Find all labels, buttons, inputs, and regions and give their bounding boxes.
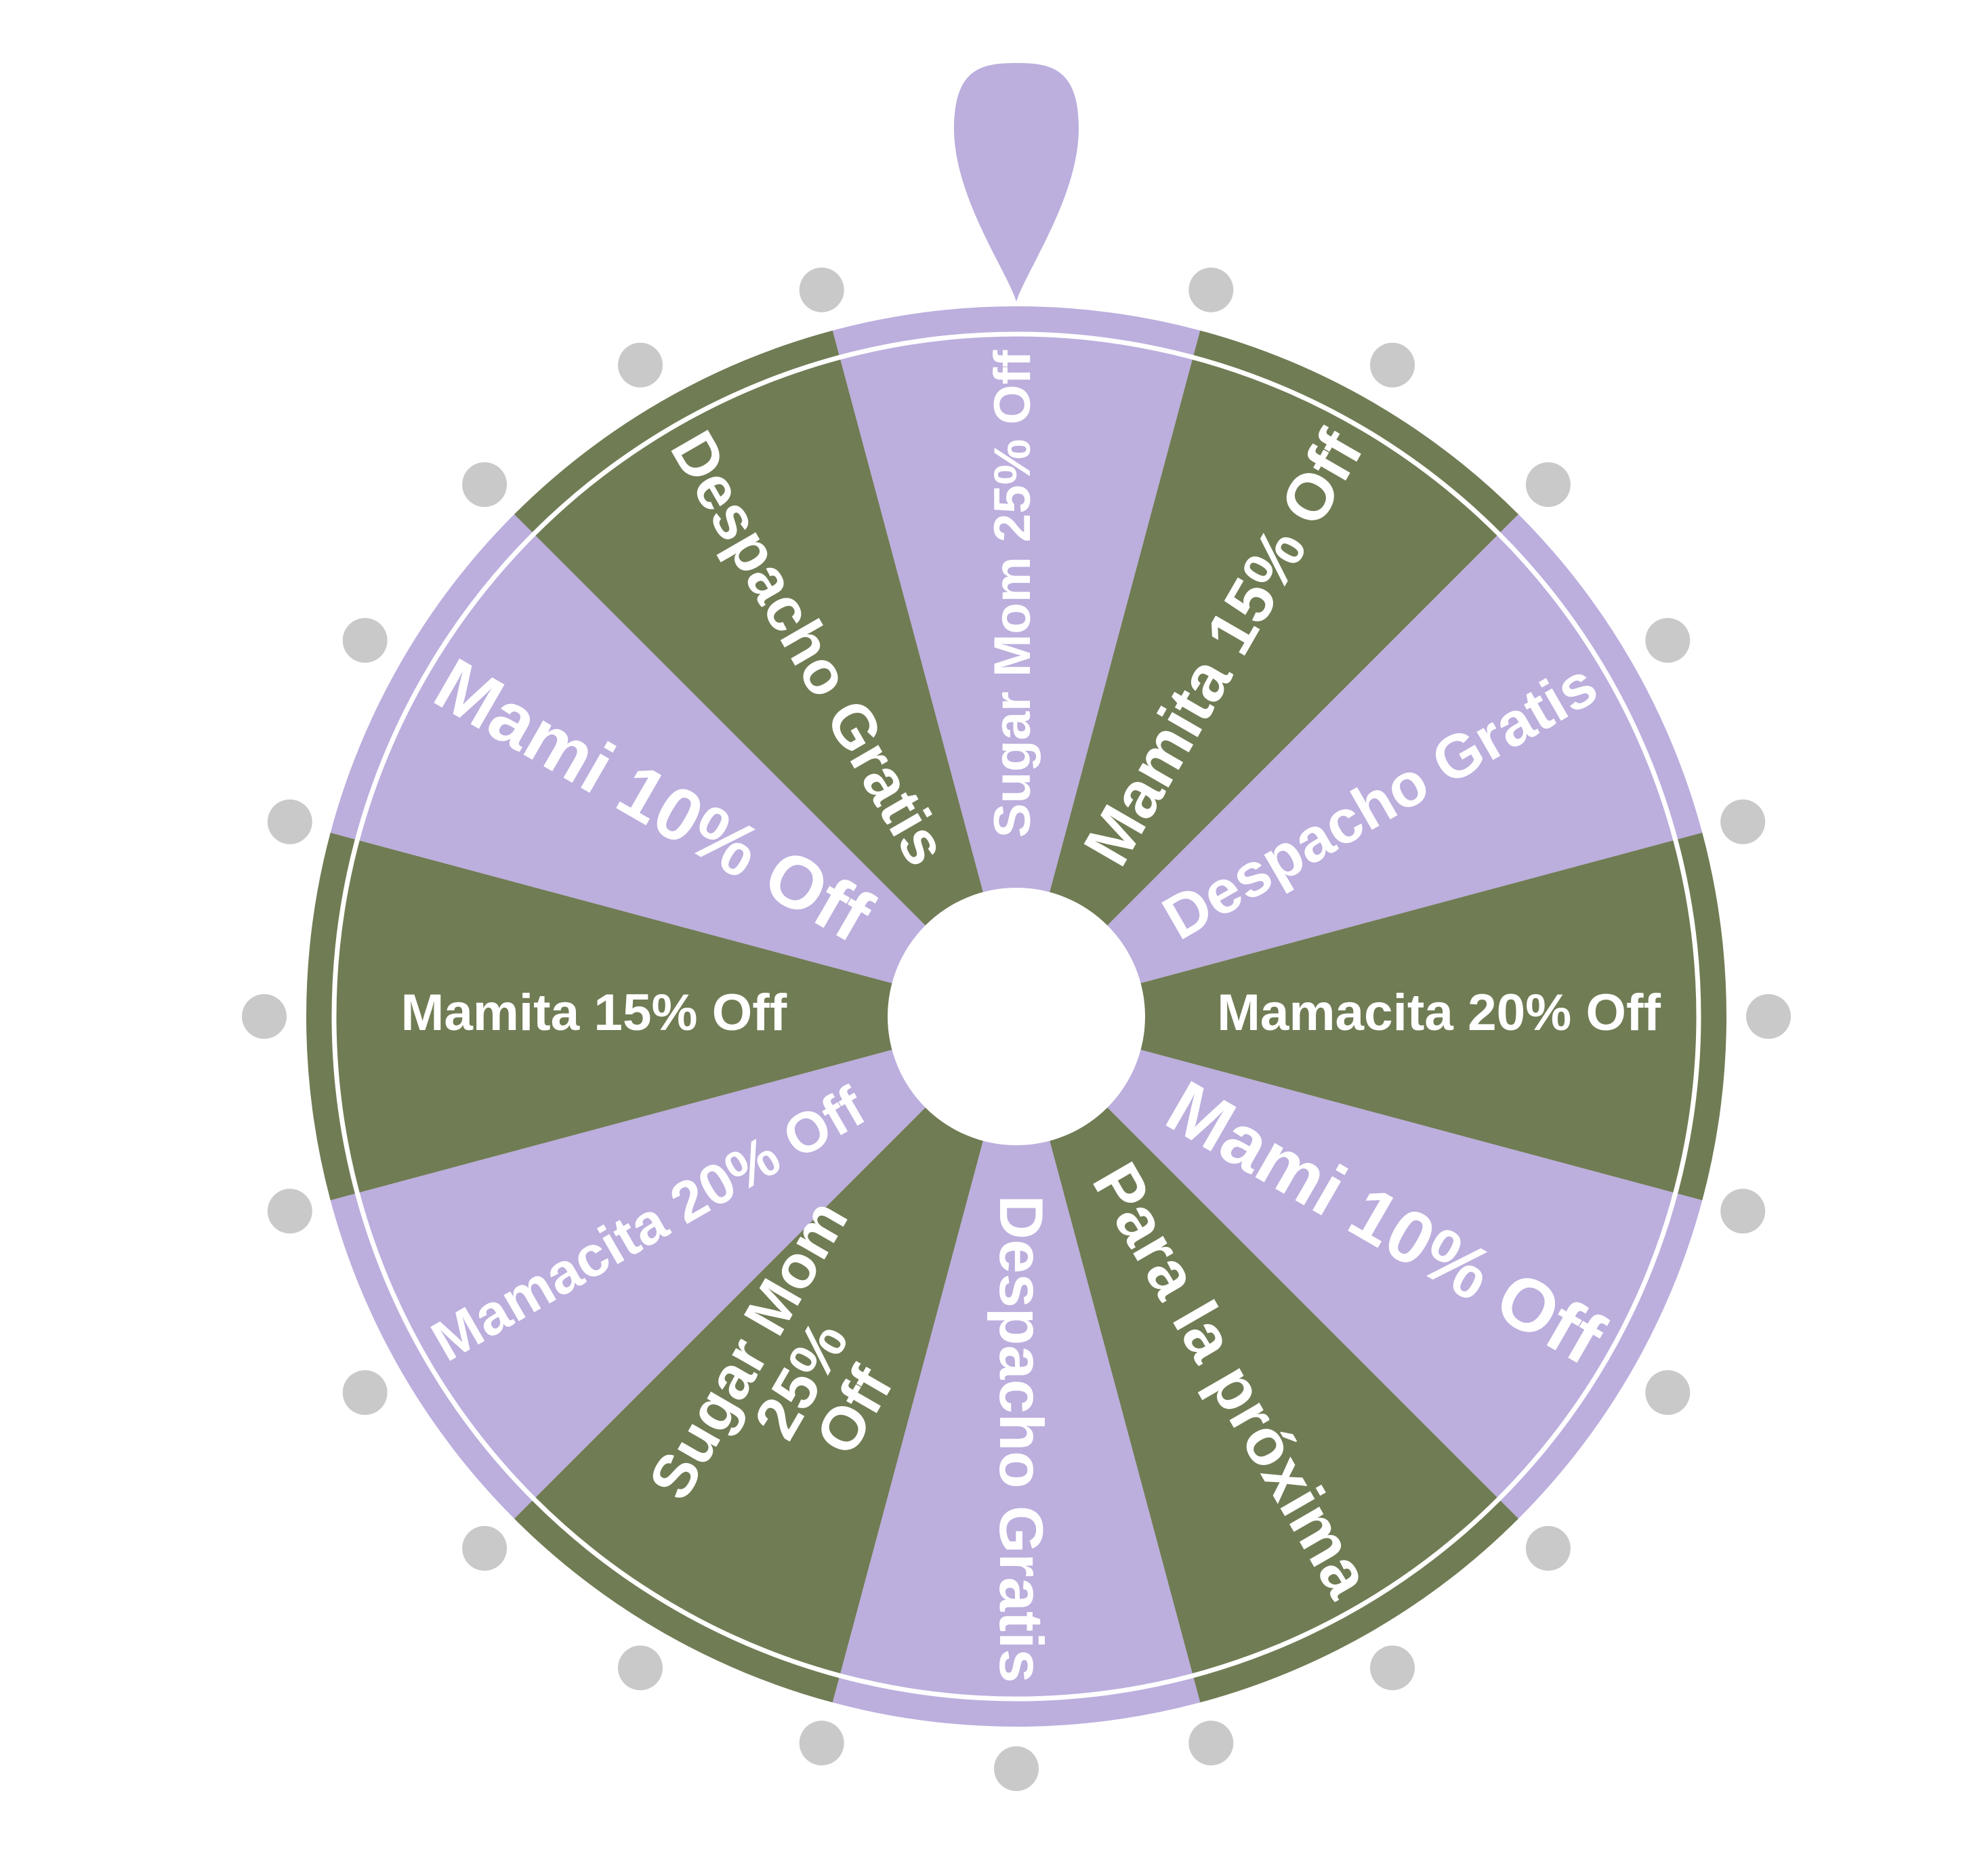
svg-text:Mamacita 20% Off: Mamacita 20% Off — [1217, 984, 1661, 1042]
svg-text:Despacho Gratis: Despacho Gratis — [987, 1195, 1055, 1683]
svg-text:Mamita 15% Off: Mamita 15% Off — [401, 984, 787, 1042]
svg-text:Sugar Mom 25% Off: Sugar Mom 25% Off — [984, 350, 1041, 838]
